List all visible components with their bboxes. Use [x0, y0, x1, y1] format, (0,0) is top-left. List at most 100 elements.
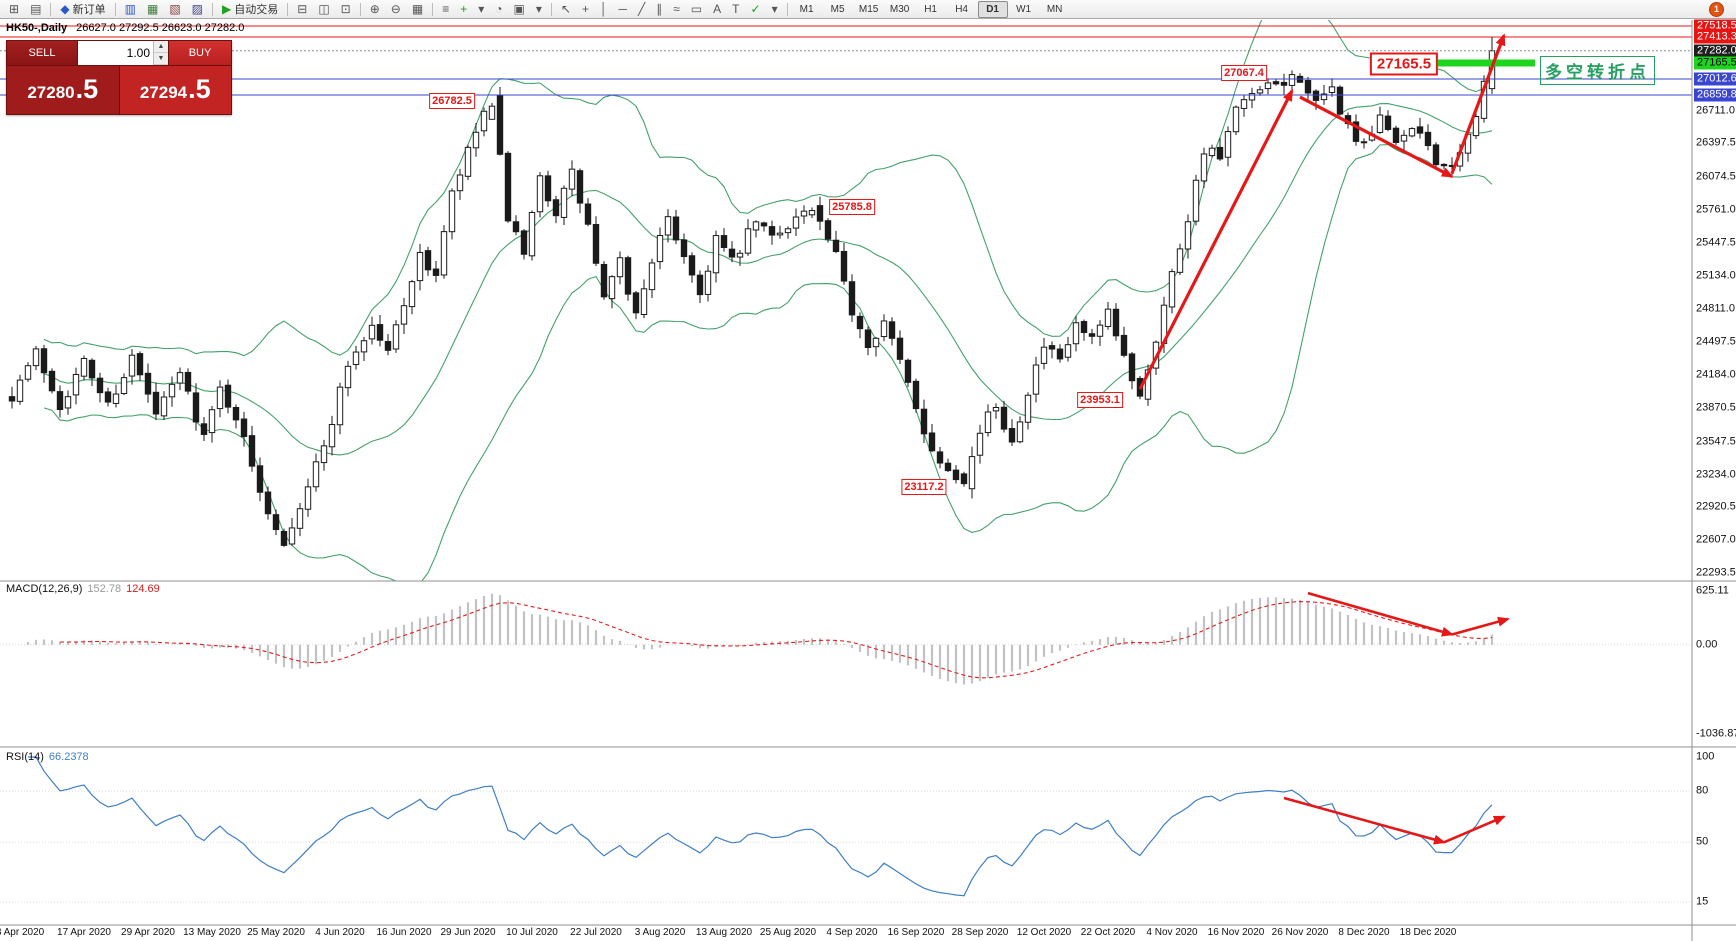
arrows-icon: ✓	[750, 2, 761, 16]
zoom-out-icon[interactable]: ⊖	[386, 0, 406, 18]
toolbar-separator	[212, 2, 214, 16]
buy-price-main: 27294	[139, 83, 188, 102]
timeframe-h4[interactable]: H4	[955, 3, 968, 15]
cursor-icon: ↖	[560, 2, 571, 16]
add-indicator-icon[interactable]: +	[455, 0, 472, 18]
sell-button[interactable]: SELL	[7, 41, 78, 65]
toolbar-separator	[114, 2, 116, 16]
sell-price-panel[interactable]: 27280.5	[7, 66, 120, 114]
horizontal-line-icon[interactable]: ─	[613, 0, 632, 18]
buy-price-pip: .5	[188, 74, 211, 104]
trend-arrow	[1299, 95, 1454, 179]
data-window-icon[interactable]: ▦	[142, 0, 163, 18]
text-label-icon: T	[732, 2, 740, 16]
new-order-button[interactable]: ◆ 新订单	[55, 0, 110, 18]
tile-vertical-icon[interactable]: ◫	[313, 0, 334, 18]
vertical-line-icon: │	[599, 2, 608, 16]
volume-input[interactable]: 1.00 ▲ ▼	[78, 41, 168, 65]
buy-button[interactable]: BUY	[168, 41, 231, 65]
macd-label: MACD(12,26,9) 152.78 124.69	[6, 583, 165, 595]
macd-arrow	[1307, 591, 1454, 637]
text-label-icon[interactable]: T	[727, 0, 744, 18]
toolbar-separator	[432, 2, 434, 16]
new-chart-icon: ⊞	[9, 2, 20, 16]
fibonacci-icon: ≈	[673, 2, 680, 16]
profiles-icon: ▤	[30, 2, 42, 16]
volume-decrease-icon[interactable]: ▼	[154, 53, 168, 65]
volume-value[interactable]: 1.00	[126, 46, 150, 60]
channel-icon: ∥	[656, 2, 663, 16]
price-chart-canvas[interactable]	[0, 20, 1736, 941]
cursor-icon[interactable]: ↖	[556, 0, 576, 18]
periods-icon: ◔	[495, 2, 503, 16]
templates-dropdown[interactable]: ▾	[531, 0, 547, 18]
chart-window: 27518.5 27413.3 27282.0 27165.5 27012.6 26859…	[0, 19, 1736, 941]
ohlc-values: 26627.0 27292.5 26623.0 27282.0	[76, 22, 245, 34]
buy-price-panel[interactable]: 27294.5	[119, 66, 231, 114]
vertical-line-icon[interactable]: │	[595, 0, 613, 18]
fibonacci-icon[interactable]: ≈	[668, 0, 685, 18]
rsi-label: RSI(14) 66.2378	[6, 751, 94, 763]
sell-price-main: 27280	[27, 83, 75, 102]
navigator-icon: ▧	[169, 2, 181, 16]
add-indicator-icon: +	[460, 2, 468, 16]
add-indicator-dropdown-icon: ▾	[478, 2, 485, 16]
indicators-list-icon: ≡	[442, 2, 450, 16]
shapes-icon[interactable]: ▭	[686, 0, 707, 18]
timeframe-m15[interactable]: M15	[858, 3, 879, 15]
chart-ohlc-header: HK50-,Daily 26627.0 27292.5 26623.0 27282…	[6, 22, 244, 34]
arrows-icon[interactable]: ✓	[746, 0, 766, 18]
tile-horizontal-icon: ⊟	[297, 2, 308, 16]
channel-icon[interactable]: ∥	[651, 0, 667, 18]
new-chart-icon[interactable]: ⊞	[4, 0, 24, 18]
timeframe-mn[interactable]: MN	[1046, 3, 1063, 15]
timeframe-w1[interactable]: W1	[1016, 3, 1032, 15]
periods-icon[interactable]: ◔	[490, 0, 507, 18]
new-order-icon: ◆	[60, 2, 70, 16]
indicators-list-icon[interactable]: ≡	[437, 0, 454, 18]
volume-increase-icon[interactable]: ▲	[154, 41, 168, 53]
trend-arrow	[1138, 88, 1294, 390]
terminal-icon: ▨	[191, 2, 204, 16]
market-watch-icon[interactable]: ▥	[120, 0, 141, 18]
add-indicator-dropdown[interactable]: ▾	[473, 0, 489, 18]
timeframe-h1[interactable]: H1	[924, 3, 937, 15]
sell-price-pip: .5	[75, 74, 99, 104]
crosshair-icon[interactable]: +	[577, 0, 594, 18]
rsi-arrow	[1283, 796, 1446, 845]
one-click-trade-panel: SELL 1.00 ▲ ▼ BUY 27280.5 27294.5	[6, 40, 232, 115]
market-watch-icon: ▥	[124, 2, 136, 16]
toolbar-separator	[359, 2, 361, 16]
templates-icon: ▣	[513, 2, 525, 16]
tile-horizontal-icon[interactable]: ⊟	[292, 0, 312, 18]
zoom-in-icon[interactable]: ⊕	[365, 0, 385, 18]
cascade-windows-icon: ⊡	[340, 2, 351, 16]
rsi-name: RSI(14)	[6, 751, 44, 763]
turning-point-note: 多空转折点	[1540, 56, 1655, 85]
toolbar-separator	[287, 2, 289, 16]
volume-stepper: ▲ ▼	[153, 41, 168, 65]
timeframe-m1[interactable]: M1	[799, 3, 814, 15]
navigator-icon[interactable]: ▧	[164, 0, 185, 18]
templates-dropdown-icon: ▾	[535, 2, 542, 16]
auto-trading-button[interactable]: ▶ 自动交易	[217, 0, 283, 18]
grid-icon[interactable]: ▦	[407, 0, 428, 18]
trendline-icon[interactable]: ╱	[633, 0, 650, 18]
arrows-dropdown-icon: ▾	[771, 2, 778, 16]
trend-arrow	[1450, 33, 1506, 175]
grid-icon: ▦	[411, 2, 424, 16]
text-icon[interactable]: A	[708, 0, 726, 18]
timeframe-m30[interactable]: M30	[889, 3, 910, 15]
toolbar-separator	[550, 2, 552, 16]
terminal-icon[interactable]: ▨	[187, 0, 208, 18]
timeframe-d1[interactable]: D1	[977, 0, 1008, 18]
templates-icon[interactable]: ▣	[509, 0, 530, 18]
notification-badge[interactable]: 1	[1709, 1, 1724, 17]
data-window-icon: ▦	[146, 2, 159, 16]
profiles-icon[interactable]: ▤	[25, 0, 46, 18]
arrows-dropdown[interactable]: ▾	[767, 0, 783, 18]
cascade-windows-icon[interactable]: ⊡	[336, 0, 356, 18]
macd-name: MACD(12,26,9)	[6, 583, 83, 595]
timeframe-m5[interactable]: M5	[830, 3, 845, 15]
